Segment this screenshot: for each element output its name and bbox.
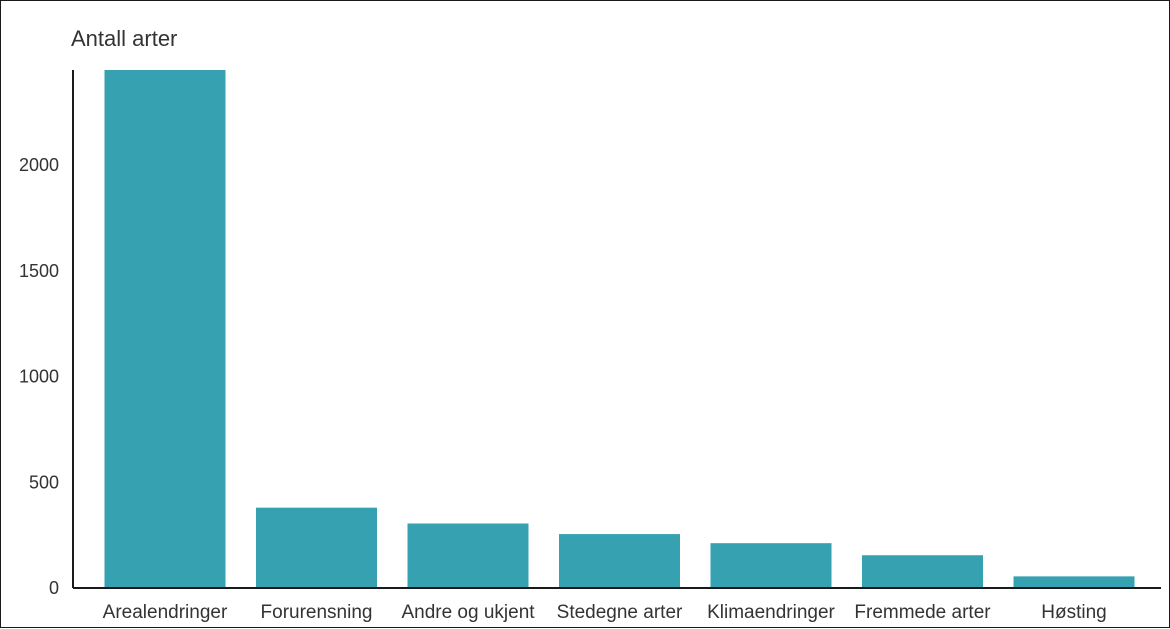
bar[interactable] — [862, 555, 983, 588]
x-category-label: Forurensning — [261, 602, 373, 623]
x-category-label: Klimaendringer — [707, 602, 835, 623]
bars-group — [104, 70, 1135, 588]
y-tick-label: 2000 — [19, 155, 59, 175]
bar[interactable] — [407, 523, 529, 588]
bar[interactable] — [256, 507, 377, 588]
bar[interactable] — [1013, 576, 1135, 588]
x-category-label: Fremmede arter — [854, 602, 991, 623]
chart-title: Antall arter — [71, 26, 177, 51]
bar[interactable] — [559, 534, 680, 588]
y-tick-label: 1500 — [19, 261, 59, 281]
x-category-label: Stedegne arter — [557, 602, 683, 623]
x-category-label: Andre og ukjent — [401, 602, 535, 623]
x-labels-group: Arealendringer Forurensning Andre og ukjen… — [103, 602, 1107, 623]
y-tick-label: 1000 — [19, 367, 59, 387]
bar[interactable] — [104, 70, 226, 588]
y-tick-label: 0 — [49, 578, 59, 598]
x-category-label: Arealendringer — [103, 602, 228, 623]
x-category-label: Høsting — [1041, 602, 1106, 623]
y-ticks-group: 0 500 1000 1500 2000 — [19, 155, 59, 598]
y-tick-label: 500 — [29, 472, 59, 492]
bar[interactable] — [710, 543, 832, 588]
